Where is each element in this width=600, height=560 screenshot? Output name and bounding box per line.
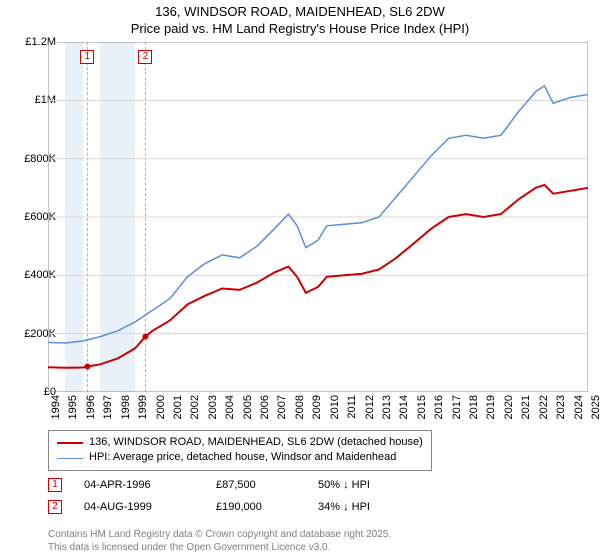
attribution-line: Contains HM Land Registry data © Crown c…	[48, 528, 391, 541]
chart-svg	[48, 42, 588, 392]
legend-swatch	[57, 458, 83, 459]
x-tick-label: 2008	[294, 395, 306, 425]
attribution-line: This data is licensed under the Open Gov…	[48, 541, 391, 554]
x-tick-label: 2001	[172, 395, 184, 425]
sale-vs-hpi: 50% ↓ HPI	[318, 479, 418, 491]
x-tick-label: 2000	[155, 395, 167, 425]
title-address: 136, WINDSOR ROAD, MAIDENHEAD, SL6 2DW	[0, 4, 600, 21]
sales-table: 1 04-APR-1996 £87,500 50% ↓ HPI 2 04-AUG…	[48, 474, 418, 518]
x-tick-label: 1996	[85, 395, 97, 425]
sale-marker-icon: 2	[48, 500, 62, 514]
sale-date: 04-APR-1996	[84, 479, 194, 491]
sale-price: £87,500	[216, 479, 296, 491]
title-subtitle: Price paid vs. HM Land Registry's House …	[0, 21, 600, 38]
chart-container: 136, WINDSOR ROAD, MAIDENHEAD, SL6 2DW P…	[0, 0, 600, 560]
legend-item: HPI: Average price, detached house, Wind…	[57, 450, 423, 465]
sale-point	[84, 363, 90, 369]
x-tick-label: 2018	[468, 395, 480, 425]
x-tick-label: 2013	[381, 395, 393, 425]
legend-item: 136, WINDSOR ROAD, MAIDENHEAD, SL6 2DW (…	[57, 435, 423, 450]
x-tick-label: 1998	[120, 395, 132, 425]
sale-marker-icon: 1	[48, 478, 62, 492]
x-tick-label: 2020	[503, 395, 515, 425]
attribution: Contains HM Land Registry data © Crown c…	[48, 528, 391, 554]
table-row: 2 04-AUG-1999 £190,000 34% ↓ HPI	[48, 496, 418, 518]
plot-marker-box: 1	[80, 50, 94, 64]
x-tick-label: 2002	[189, 395, 201, 425]
title-block: 136, WINDSOR ROAD, MAIDENHEAD, SL6 2DW P…	[0, 0, 600, 38]
x-tick-label: 2007	[276, 395, 288, 425]
x-tick-label: 2022	[538, 395, 550, 425]
x-tick-label: 2006	[259, 395, 271, 425]
x-tick-label: 2023	[555, 395, 567, 425]
x-tick-label: 2010	[329, 395, 341, 425]
x-tick-label: 1999	[137, 395, 149, 425]
plot-marker-box: 2	[138, 50, 152, 64]
sale-point	[142, 334, 148, 340]
x-tick-label: 2012	[364, 395, 376, 425]
x-tick-label: 2009	[311, 395, 323, 425]
series-hpi	[48, 86, 588, 343]
x-tick-label: 2005	[242, 395, 254, 425]
x-tick-label: 2011	[346, 395, 358, 425]
sale-date: 04-AUG-1999	[84, 501, 194, 513]
x-tick-label: 2024	[573, 395, 585, 425]
legend-label: HPI: Average price, detached house, Wind…	[89, 450, 396, 465]
x-tick-label: 2014	[398, 395, 410, 425]
x-tick-label: 2003	[207, 395, 219, 425]
x-tick-label: 1995	[67, 395, 79, 425]
x-tick-label: 2021	[520, 395, 532, 425]
x-tick-label: 2016	[433, 395, 445, 425]
sale-price: £190,000	[216, 501, 296, 513]
x-tick-label: 2017	[451, 395, 463, 425]
x-tick-label: 2025	[590, 395, 600, 425]
x-tick-label: 1997	[102, 395, 114, 425]
legend-label: 136, WINDSOR ROAD, MAIDENHEAD, SL6 2DW (…	[89, 435, 423, 450]
x-tick-label: 2019	[485, 395, 497, 425]
chart-area: 12	[48, 42, 588, 392]
x-tick-label: 2015	[416, 395, 428, 425]
sale-vs-hpi: 34% ↓ HPI	[318, 501, 418, 513]
legend-swatch	[57, 442, 83, 444]
x-tick-label: 2004	[224, 395, 236, 425]
x-tick-label: 1994	[50, 395, 62, 425]
table-row: 1 04-APR-1996 £87,500 50% ↓ HPI	[48, 474, 418, 496]
series-price_paid	[48, 185, 588, 368]
legend: 136, WINDSOR ROAD, MAIDENHEAD, SL6 2DW (…	[48, 430, 432, 471]
